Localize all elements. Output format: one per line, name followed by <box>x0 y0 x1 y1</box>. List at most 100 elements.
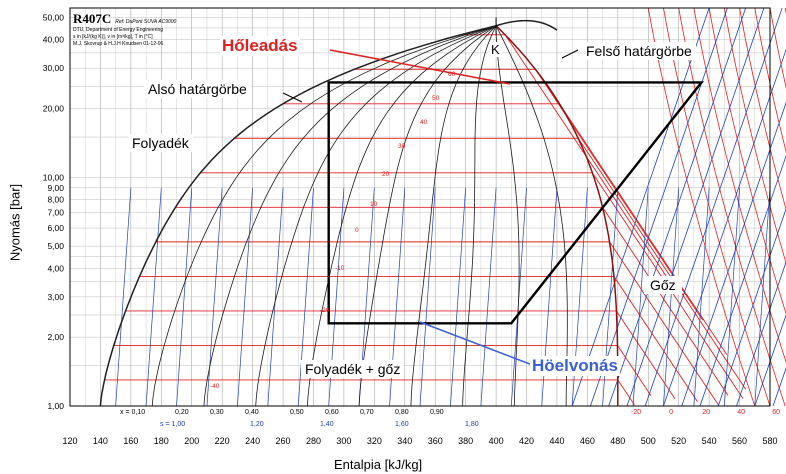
header-line-2: s in [kJ/(kg K)], v in [m³/kg], T in [°C… <box>73 34 153 40</box>
temp-label-dome: 50 <box>432 95 440 102</box>
saturation-dome <box>99 17 619 407</box>
isentrope-line <box>644 7 783 407</box>
quality-label: 0,60 <box>325 409 339 416</box>
x-tick-label: 460 <box>580 436 595 446</box>
entropy-label: s = 1,00 <box>160 421 185 428</box>
y-tick-label: 20,00 <box>43 103 65 113</box>
y-tick-label: 50,00 <box>43 12 65 22</box>
quality-line <box>462 25 497 407</box>
isentrope-line <box>754 187 771 407</box>
x-tick-label: 580 <box>762 436 777 446</box>
y-tick-label: 3,00 <box>47 292 64 302</box>
isotherm-line <box>617 379 635 406</box>
dome-top <box>495 19 558 31</box>
x-tick-label: 320 <box>367 436 382 446</box>
quality-line <box>410 25 497 407</box>
quality-line <box>358 25 497 407</box>
y-tick-label: 40,00 <box>43 35 65 45</box>
isotherm-line <box>754 7 786 153</box>
isentrope-line <box>663 187 680 407</box>
heat-absorb-arrow <box>419 321 536 367</box>
mixture-label: Folyadék + gőz <box>301 360 405 378</box>
isentrope-line <box>626 7 765 407</box>
entropy-label: 1,80 <box>465 421 479 428</box>
temp-label-dome: -20 <box>320 307 330 314</box>
y-tick-label: 2,00 <box>47 332 64 342</box>
temp-label-dome: -10 <box>335 265 345 272</box>
quality-line <box>307 25 497 407</box>
quality-line <box>495 25 520 407</box>
quality-label: 0,50 <box>290 409 304 416</box>
x-tick-label: 300 <box>336 436 351 446</box>
isotherm-line <box>577 138 746 390</box>
x-tick-label: 420 <box>519 436 534 446</box>
quality-label: 0,40 <box>245 409 259 416</box>
x-tick-label: 400 <box>489 436 504 446</box>
entropy-label: 1,60 <box>395 421 409 428</box>
upper-curve-label: Felső határgörbe <box>582 42 696 60</box>
isentrope-line <box>699 154 786 407</box>
x-tick-label: 560 <box>732 436 747 446</box>
temp-label-dome: -40 <box>210 383 220 390</box>
heat-absorb-label: Höelvonás <box>530 356 620 376</box>
saturated-vapor-curve <box>495 25 619 406</box>
isentrope-line <box>176 187 193 407</box>
isentrope-line <box>693 187 710 407</box>
isotherm-line <box>504 34 673 286</box>
isotherm-line <box>559 103 728 355</box>
x-tick-label: 340 <box>397 436 412 446</box>
isentrope-line <box>723 187 740 407</box>
isotherm-line <box>723 7 786 265</box>
quality-label: x = 0,10 <box>120 409 145 416</box>
heat-release-label: Hőleadás <box>220 36 300 56</box>
isentrope-line <box>681 101 786 407</box>
isotherm-line <box>739 7 786 211</box>
isentrope-line <box>480 187 497 407</box>
y-tick-label: 6,00 <box>47 223 64 233</box>
temp-label-dome: 0 <box>355 227 359 234</box>
temp-label-bottom: 20 <box>702 409 710 416</box>
isotherm-line <box>708 7 786 315</box>
quality-line <box>255 25 497 407</box>
refrigerant-name: R407C <box>73 11 112 26</box>
isentrope-line <box>736 260 786 407</box>
quality-label: 0,90 <box>430 409 444 416</box>
y-tick-label: 4,00 <box>47 263 64 273</box>
isentrope-line <box>297 187 314 407</box>
isentrope-line <box>717 207 786 407</box>
y-tick-label: 9,00 <box>47 183 64 193</box>
x-tick-label: 520 <box>671 436 686 446</box>
x-tick-label: 120 <box>62 436 77 446</box>
temp-label-bottom: 0 <box>669 409 673 416</box>
entropy-label: 1,40 <box>320 421 334 428</box>
quality-lines <box>151 25 568 407</box>
x-tick-label: 540 <box>702 436 717 446</box>
isentrope-lines <box>115 7 786 407</box>
isotherm-line <box>609 241 719 406</box>
x-tick-label: 260 <box>276 436 291 446</box>
x-tick-label: 440 <box>549 436 564 446</box>
temp-label-bottom: -20 <box>631 409 641 416</box>
isotherm-line <box>602 207 729 396</box>
quality-label: 0,70 <box>360 409 374 416</box>
quality-line <box>203 25 497 407</box>
x-tick-label: 140 <box>93 436 108 446</box>
y-axis-title: Nyomás [bar] <box>7 183 23 262</box>
reference-note: Ref: DuPont SUVA AC9000 <box>115 19 177 25</box>
y-tick-label: 30,00 <box>43 63 65 73</box>
header-block: R407C Ref: DuPont SUVA AC9000 DTU, Depar… <box>73 11 213 48</box>
x-tick-label: 180 <box>154 436 169 446</box>
plot-frame <box>69 7 771 407</box>
quality-label: 0,30 <box>210 409 224 416</box>
x-tick-label: 220 <box>215 436 230 446</box>
liquid-label: Folyadék <box>128 134 193 152</box>
x-tick-label: 280 <box>306 436 321 446</box>
heat-release-arrow <box>329 49 511 85</box>
quality-label: 0,80 <box>395 409 409 416</box>
y-tick-label: 5,00 <box>47 241 64 251</box>
x-tick-label: 500 <box>641 436 656 446</box>
lower-curve-label: Alsó határgörbe <box>144 80 251 98</box>
isotherm-line <box>769 7 786 89</box>
isentrope-line <box>754 313 786 407</box>
